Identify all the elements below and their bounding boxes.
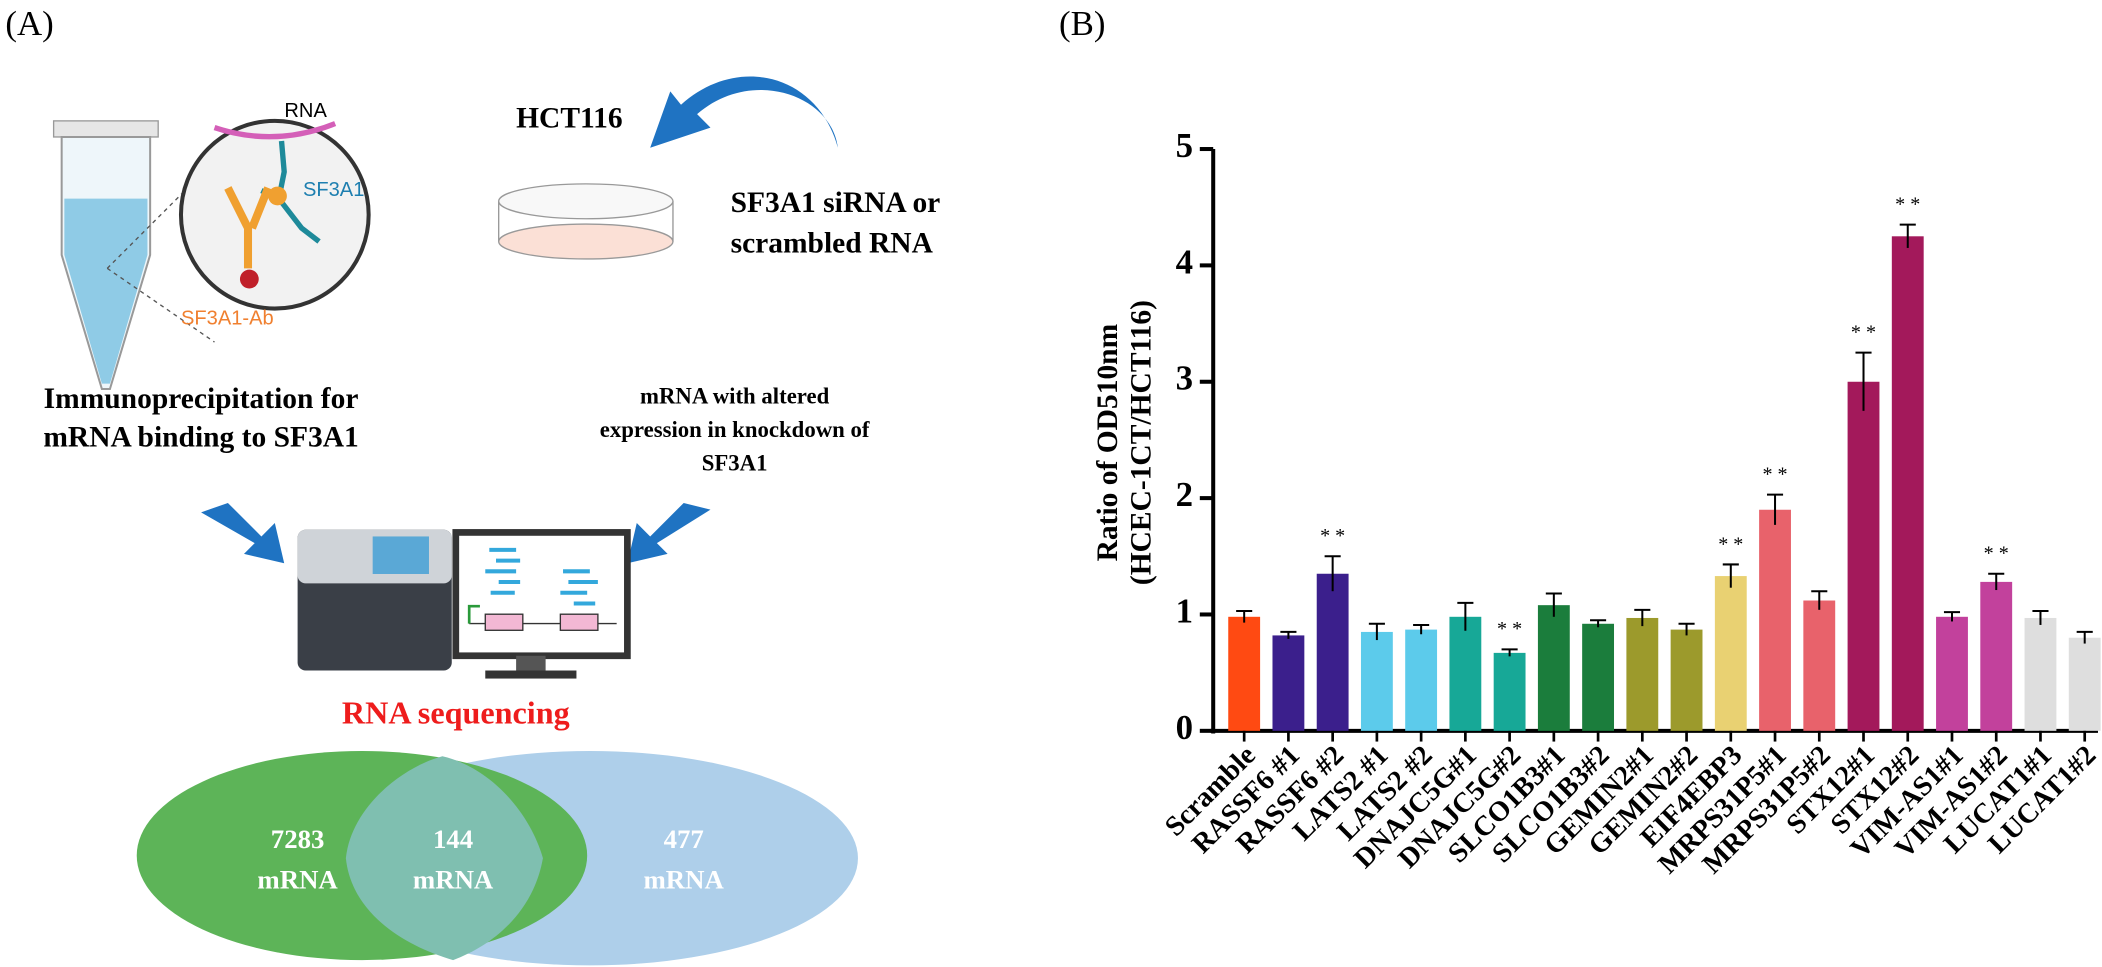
bar	[1626, 617, 1659, 731]
y-axis-label: Ratio of OD510nm	[1092, 323, 1124, 561]
bar	[1936, 616, 1968, 731]
bar	[1405, 629, 1438, 731]
bar	[2024, 617, 2057, 731]
venn-unit: mRNA	[413, 864, 494, 894]
error-bar	[1236, 609, 1253, 623]
error-bar	[1811, 590, 1828, 610]
bar	[1449, 616, 1482, 731]
cycle-arrow	[650, 76, 838, 148]
error-bar	[1280, 630, 1297, 639]
kd-text: mRNA with altered	[640, 384, 830, 409]
panel-label: (A)	[5, 4, 53, 43]
error-bar	[1368, 622, 1385, 641]
kd-text: SF3A1	[702, 451, 768, 476]
significance: * *	[1984, 543, 2009, 565]
bar	[1493, 652, 1526, 731]
venn-unit: mRNA	[643, 864, 724, 894]
significance: * *	[1895, 194, 1920, 216]
error-bar	[2076, 630, 2093, 644]
bar	[1891, 236, 1924, 731]
venn-unit: mRNA	[257, 864, 338, 894]
rna-label: RNA	[284, 100, 327, 122]
cell-line: HCT116	[516, 103, 623, 135]
panel-label: (B)	[1059, 4, 1105, 43]
significance: * *	[1718, 533, 1743, 555]
bar	[1316, 573, 1349, 731]
ip-text: Immunoprecipitation for	[44, 383, 359, 415]
error-bar	[1413, 623, 1430, 635]
ip-text: mRNA binding to SF3A1	[43, 422, 358, 454]
error-bar	[1943, 611, 1961, 622]
error-bar	[1722, 563, 1739, 588]
magnified-circle	[178, 118, 371, 311]
significance: * *	[1851, 322, 1876, 344]
bar	[1670, 629, 1703, 731]
bar	[1803, 600, 1836, 731]
bar	[2068, 637, 2101, 731]
bar	[1847, 381, 1880, 731]
y-tick-label: 3	[1176, 359, 1193, 398]
venn-labels: 7283 mRNA 144 mRNA 477 mRNA	[257, 824, 724, 894]
error-bar	[1324, 555, 1341, 592]
error-bar	[1899, 223, 1916, 248]
protein-label: SF3A1	[303, 179, 364, 201]
bar	[1980, 581, 2013, 731]
error-bar	[2032, 609, 2049, 625]
sequencing-label: RNA sequencing	[342, 694, 570, 730]
kd-text: expression in knockdown of	[600, 417, 870, 442]
dish-illustration	[498, 183, 674, 260]
treatment-line: scrambled RNA	[731, 227, 934, 259]
y-tick-label: 5	[1176, 126, 1193, 165]
y-axis-label: (HCEC-1CT/HCT116)	[1125, 300, 1157, 585]
y-tick-label: 1	[1176, 591, 1193, 630]
venn-overlap	[345, 756, 543, 961]
error-bar	[1457, 601, 1474, 631]
significance: * *	[1497, 618, 1522, 640]
antibody-label: SF3A1-Ab	[181, 308, 274, 330]
y-tick-label: 2	[1176, 475, 1193, 514]
error-bar	[1634, 608, 1651, 627]
arrow	[201, 502, 285, 564]
significance: * *	[1762, 463, 1787, 485]
sequencer-illustration	[297, 529, 631, 679]
venn-count: 7283	[271, 824, 325, 854]
arrow	[627, 502, 711, 564]
error-bar	[1678, 622, 1695, 636]
error-bar	[1988, 572, 2005, 591]
bar	[1582, 623, 1615, 731]
y-tick-label: 4	[1176, 242, 1193, 281]
bar	[1537, 605, 1570, 731]
bar	[1360, 631, 1393, 731]
y-tick-label: 0	[1176, 708, 1193, 747]
treatment-line: SF3A1 siRNA or	[731, 187, 941, 219]
venn-count: 144	[433, 824, 473, 854]
error-bar	[1545, 592, 1562, 617]
significance: * *	[1320, 525, 1345, 547]
error-bar	[1855, 351, 1872, 411]
bar	[1759, 509, 1791, 731]
bar	[1714, 576, 1747, 731]
bar	[1272, 635, 1305, 731]
error-bar	[1590, 619, 1607, 628]
bar	[1228, 616, 1261, 731]
tube-illustration	[52, 120, 215, 390]
error-bar	[1501, 648, 1518, 657]
error-bar	[1766, 493, 1784, 525]
venn-count: 477	[664, 824, 704, 854]
